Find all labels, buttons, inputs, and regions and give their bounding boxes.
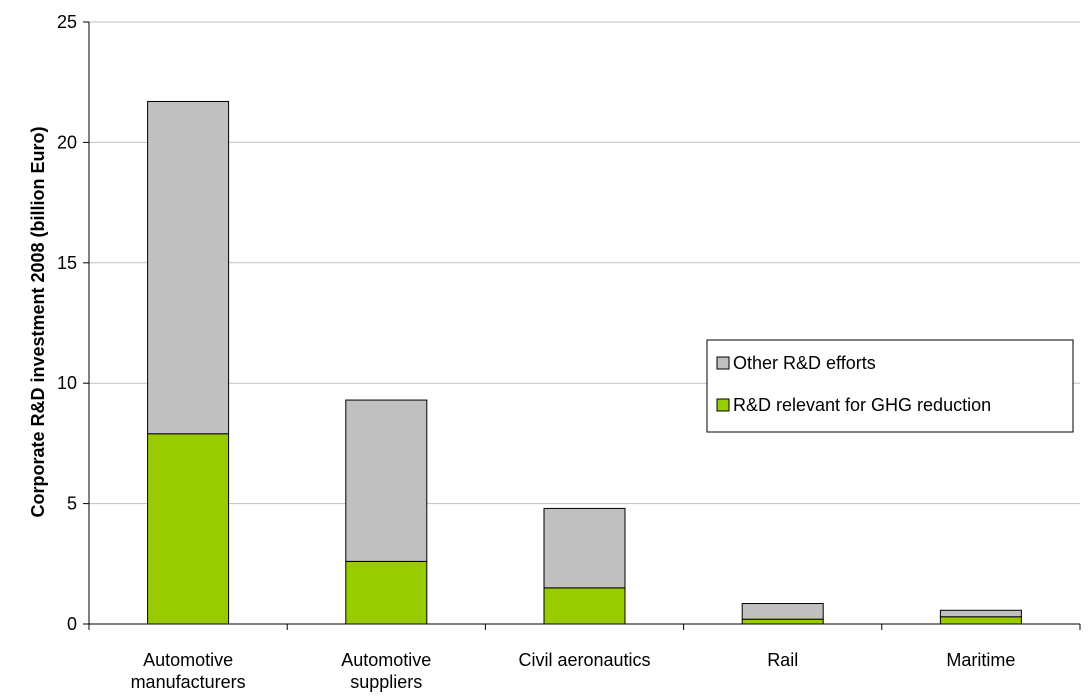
legend-swatch xyxy=(716,398,730,412)
x-tick-label-line: suppliers xyxy=(350,672,422,692)
x-tick-label: Automotive manufacturers xyxy=(131,650,246,692)
bar-other-4 xyxy=(939,609,1022,618)
y-tick-labels: 0 5 10 15 20 25 xyxy=(57,12,77,634)
bar-other-3 xyxy=(741,603,824,620)
x-tick-label: Civil aeronautics xyxy=(518,650,650,670)
x-tick-label-line: Automotive xyxy=(143,650,233,670)
bar-ghg-1 xyxy=(345,560,428,625)
y-tick-label: 15 xyxy=(57,253,77,273)
x-tick-label-line: Maritime xyxy=(946,650,1015,670)
legend-box xyxy=(706,339,1074,433)
x-tick-label-line: Civil aeronautics xyxy=(518,650,650,670)
bar-ghg-4 xyxy=(939,616,1022,625)
legend: Other R&D efforts R&D relevant for GHG re… xyxy=(706,339,1074,433)
bar-other-0 xyxy=(147,100,230,435)
y-axis-label: Corporate R&D investment 2008 (billion E… xyxy=(28,126,48,517)
legend-label: R&D relevant for GHG reduction xyxy=(733,395,991,415)
bar-ghg-0 xyxy=(147,433,230,625)
x-tick-label-line: Rail xyxy=(767,650,798,670)
y-tick-label: 20 xyxy=(57,132,77,152)
legend-swatch xyxy=(716,356,730,370)
bars xyxy=(147,100,1022,625)
axes xyxy=(83,21,1081,630)
x-tick-label: Automotive suppliers xyxy=(341,650,431,692)
bar-ghg-3 xyxy=(741,618,824,625)
x-tick-label-line: Automotive xyxy=(341,650,431,670)
x-tick-label: Maritime xyxy=(946,650,1015,670)
y-tick-label: 5 xyxy=(67,494,77,514)
legend-label: Other R&D efforts xyxy=(733,353,876,373)
y-tick-label: 25 xyxy=(57,12,77,32)
bar-other-1 xyxy=(345,399,428,562)
x-tick-label-line: manufacturers xyxy=(131,672,246,692)
x-tick-label: Rail xyxy=(767,650,798,670)
bar-ghg-2 xyxy=(543,587,626,625)
bar-other-2 xyxy=(543,507,626,589)
y-tick-label: 10 xyxy=(57,373,77,393)
y-tick-label: 0 xyxy=(67,614,77,634)
